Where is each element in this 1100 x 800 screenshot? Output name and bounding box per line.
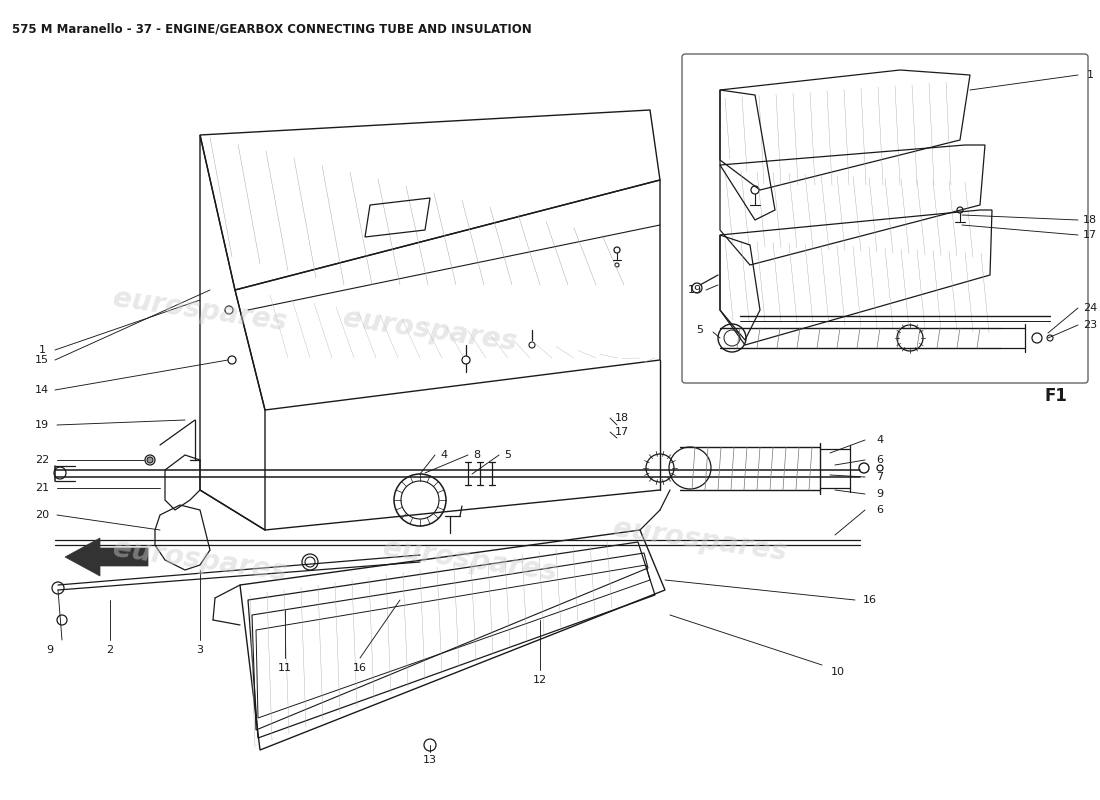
Text: 22: 22 bbox=[35, 455, 50, 465]
Text: 6: 6 bbox=[877, 455, 883, 465]
Text: eurospares: eurospares bbox=[111, 284, 289, 336]
Text: 7: 7 bbox=[877, 472, 883, 482]
Text: 9: 9 bbox=[877, 489, 883, 499]
Text: 10: 10 bbox=[830, 667, 845, 677]
Text: 12: 12 bbox=[532, 675, 547, 685]
Text: 2: 2 bbox=[107, 645, 113, 655]
Text: 20: 20 bbox=[35, 510, 50, 520]
Text: 24: 24 bbox=[1082, 303, 1097, 313]
Text: 17: 17 bbox=[615, 427, 629, 437]
Text: 4: 4 bbox=[440, 450, 448, 460]
Polygon shape bbox=[65, 538, 148, 576]
Text: 13: 13 bbox=[424, 755, 437, 765]
Text: 18: 18 bbox=[1082, 215, 1097, 225]
Text: 17: 17 bbox=[1082, 230, 1097, 240]
Text: eurospares: eurospares bbox=[111, 534, 289, 586]
Text: 1: 1 bbox=[39, 345, 45, 355]
Text: 23: 23 bbox=[1082, 320, 1097, 330]
Text: 15: 15 bbox=[35, 355, 50, 365]
Text: 21: 21 bbox=[35, 483, 50, 493]
Text: 1: 1 bbox=[1087, 70, 1093, 80]
Text: eurospares: eurospares bbox=[382, 534, 559, 586]
Text: eurospares: eurospares bbox=[612, 514, 789, 566]
Text: 8: 8 bbox=[473, 450, 481, 460]
Text: 16: 16 bbox=[353, 663, 367, 673]
Text: 6: 6 bbox=[877, 505, 883, 515]
Circle shape bbox=[147, 457, 153, 463]
Text: 16: 16 bbox=[864, 595, 877, 605]
Text: 11: 11 bbox=[278, 663, 292, 673]
Text: 9: 9 bbox=[46, 645, 54, 655]
Text: 5: 5 bbox=[696, 325, 704, 335]
Text: 4: 4 bbox=[877, 435, 883, 445]
Text: eurospares: eurospares bbox=[341, 304, 519, 356]
Text: 5: 5 bbox=[505, 450, 512, 460]
Text: F1: F1 bbox=[1044, 387, 1067, 405]
Text: 19: 19 bbox=[688, 285, 702, 295]
Text: 18: 18 bbox=[615, 413, 629, 423]
Text: 14: 14 bbox=[35, 385, 50, 395]
Text: 3: 3 bbox=[197, 645, 204, 655]
Text: 19: 19 bbox=[35, 420, 50, 430]
Text: 575 M Maranello - 37 - ENGINE/GEARBOX CONNECTING TUBE AND INSULATION: 575 M Maranello - 37 - ENGINE/GEARBOX CO… bbox=[12, 22, 531, 35]
